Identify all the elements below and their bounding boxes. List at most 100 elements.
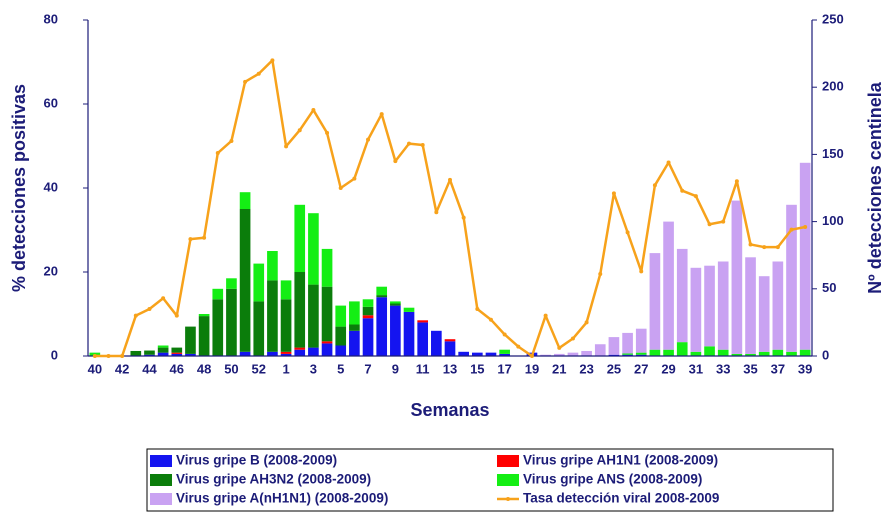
bar-segment — [280, 353, 292, 356]
bar-segment — [226, 278, 237, 289]
line-marker — [270, 58, 275, 63]
bar-segment — [157, 347, 169, 353]
line-marker — [434, 210, 439, 215]
x-tick-label: 13 — [443, 361, 457, 376]
bar-segment — [704, 346, 715, 356]
bar-segment — [335, 345, 347, 356]
x-tick-label: 17 — [497, 361, 511, 376]
bar-segment — [321, 343, 333, 356]
x-tick-label: 40 — [88, 361, 102, 376]
bar-segment — [294, 347, 306, 350]
y2-tick-label: 100 — [822, 213, 844, 228]
bar-segment — [267, 251, 278, 281]
bar-segment — [390, 303, 401, 306]
bar-segment — [376, 286, 388, 296]
line-marker — [584, 320, 589, 325]
bar-segment — [376, 295, 388, 298]
bar-segment — [431, 330, 442, 356]
y-tick-label: 80 — [44, 11, 58, 26]
bar-segment — [253, 263, 265, 302]
bar-segment — [581, 350, 592, 356]
bar-segment — [635, 354, 647, 356]
bar-segment — [417, 320, 429, 323]
bar-segment — [608, 337, 620, 355]
line-marker — [366, 137, 371, 142]
bar-segment — [717, 261, 729, 350]
bar-segment — [567, 352, 579, 356]
line-marker — [598, 272, 603, 277]
bar-segment — [485, 352, 497, 356]
x-tick-label: 33 — [716, 361, 730, 376]
y2-tick-label: 250 — [822, 11, 844, 26]
bar-segment — [745, 353, 756, 356]
bar-segment — [253, 301, 265, 356]
bar-segment — [772, 261, 784, 350]
line-marker — [721, 219, 726, 224]
legend-label: Tasa detección viral 2008-2009 — [523, 491, 719, 506]
line-marker — [803, 224, 808, 229]
line-marker — [161, 296, 166, 301]
line-marker — [256, 71, 261, 76]
line-marker — [543, 313, 548, 318]
bar-segment — [294, 349, 306, 356]
line-marker — [243, 79, 248, 84]
line-marker — [215, 151, 220, 156]
x-tick-label: 15 — [470, 361, 484, 376]
bar-segment — [745, 257, 756, 354]
line-marker — [516, 344, 521, 349]
bar-segment — [335, 326, 347, 346]
bar-segment — [717, 349, 729, 356]
x-tick-label: 42 — [115, 361, 129, 376]
bar-segment — [499, 353, 510, 356]
line-marker — [707, 222, 712, 227]
line-marker — [120, 354, 125, 358]
line-marker — [639, 269, 644, 274]
line-marker — [284, 144, 289, 149]
bar-segment — [280, 351, 292, 354]
bar-segment — [390, 305, 401, 356]
bar-segment — [144, 350, 155, 355]
line-marker — [475, 306, 480, 311]
line-marker — [311, 108, 316, 113]
bar-segment — [349, 324, 360, 331]
line-marker — [325, 130, 330, 135]
x-tick-label: 3 — [310, 361, 317, 376]
legend-swatch — [150, 474, 172, 486]
bar-segment — [663, 349, 674, 356]
line-marker — [174, 313, 179, 318]
line-marker — [448, 177, 452, 182]
line-marker — [693, 194, 698, 199]
x-tick-label: 7 — [364, 361, 371, 376]
y2-tick-label: 200 — [822, 79, 844, 94]
bar-segment — [704, 265, 715, 347]
line-marker — [92, 354, 97, 358]
bar-segment — [226, 288, 237, 356]
legend-label: Virus gripe AH3N2 (2008-2009) — [176, 472, 371, 487]
line-marker — [229, 138, 234, 143]
bar-segment — [731, 353, 743, 356]
y-tick-label: 60 — [44, 95, 58, 110]
x-tick-label: 1 — [282, 361, 289, 376]
line-marker — [188, 237, 193, 242]
legend-swatch — [150, 493, 172, 505]
x-tick-label: 44 — [142, 361, 157, 376]
bar-segment — [622, 332, 633, 354]
bar-segment — [663, 221, 674, 350]
bar-segment — [540, 354, 551, 356]
x-tick-label: 35 — [743, 361, 757, 376]
bar-segment — [731, 200, 743, 354]
legend-swatch — [497, 455, 519, 467]
line-marker — [352, 176, 357, 181]
bar-segment — [321, 341, 333, 344]
bar-segment — [799, 162, 811, 350]
bar-segment — [198, 314, 210, 317]
x-tick-label: 21 — [552, 361, 566, 376]
x-tick-label: 39 — [798, 361, 812, 376]
bar-segment — [635, 352, 647, 355]
bar-segment — [786, 204, 797, 352]
line-marker — [557, 345, 562, 350]
legend-label: Virus gripe AH1N1 (2008-2009) — [523, 453, 718, 468]
x-tick-label: 46 — [170, 361, 184, 376]
line-marker — [420, 142, 425, 147]
x-axis-title: Semanas — [410, 400, 489, 420]
